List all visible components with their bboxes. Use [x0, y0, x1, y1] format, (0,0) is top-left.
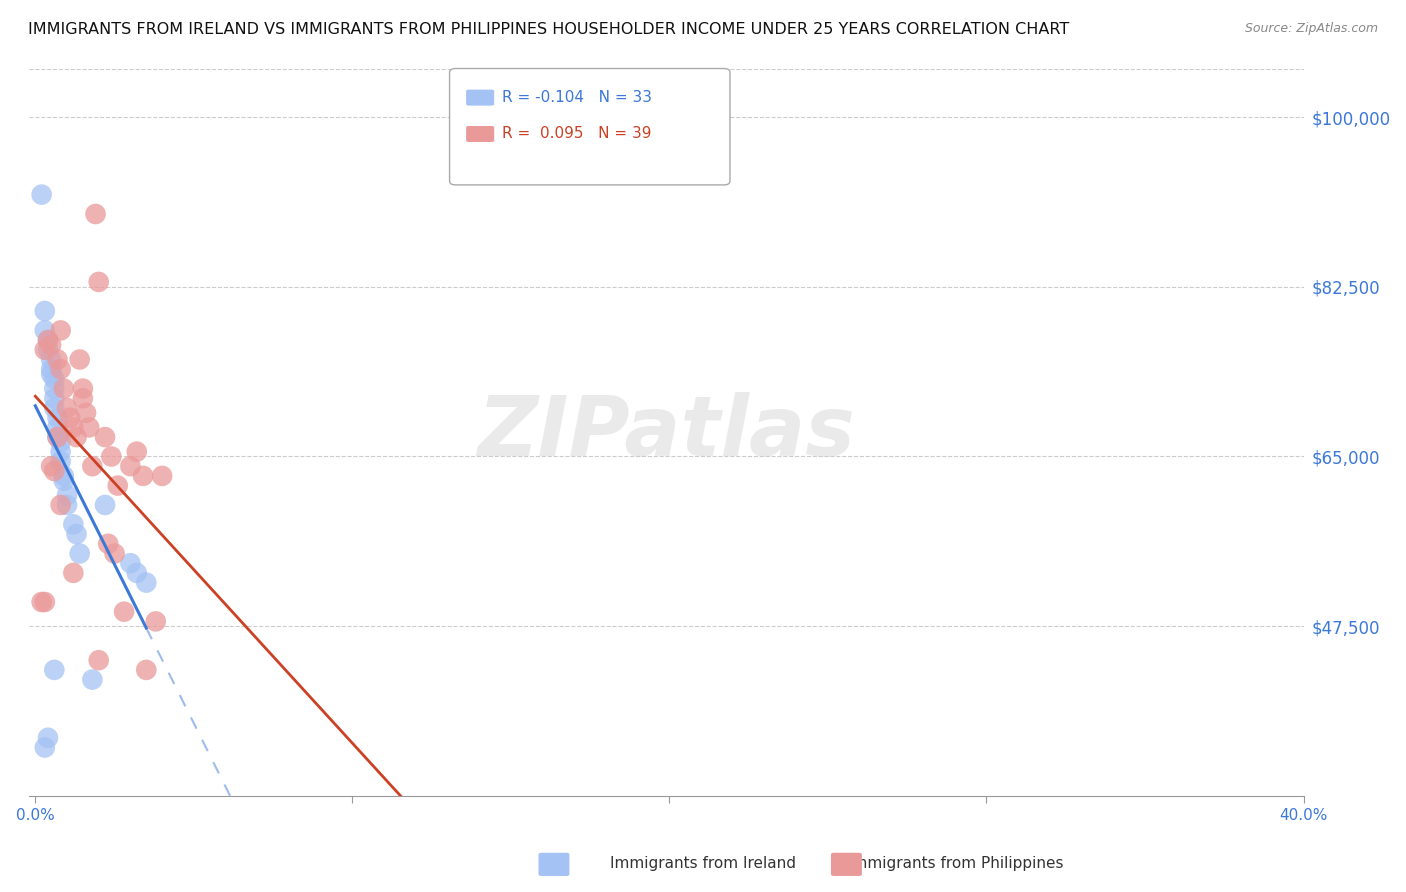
Point — [56, 401, 79, 415]
Point — [94, 430, 117, 444]
Point — [72, 382, 94, 396]
Point — [65, 430, 87, 444]
Point — [77, 420, 100, 434]
Point — [56, 488, 79, 502]
Point — [34, 595, 56, 609]
Point — [34, 304, 56, 318]
Point — [34, 740, 56, 755]
Point — [56, 498, 79, 512]
Point — [82, 673, 104, 687]
Point — [97, 537, 120, 551]
FancyBboxPatch shape — [450, 69, 730, 185]
Point — [49, 323, 72, 337]
Point — [39, 367, 62, 381]
Point — [103, 547, 125, 561]
Point — [65, 527, 87, 541]
Point — [100, 450, 122, 464]
Point — [46, 430, 69, 444]
Point — [39, 459, 62, 474]
Point — [49, 498, 72, 512]
Point — [46, 430, 69, 444]
Text: IMMIGRANTS FROM IRELAND VS IMMIGRANTS FROM PHILIPPINES HOUSEHOLDER INCOME UNDER : IMMIGRANTS FROM IRELAND VS IMMIGRANTS FR… — [28, 22, 1070, 37]
Point — [49, 362, 72, 376]
Point — [72, 392, 94, 406]
Point — [34, 343, 56, 357]
Text: ZIPatlas: ZIPatlas — [477, 392, 855, 473]
Point — [44, 464, 66, 478]
Point — [62, 420, 84, 434]
Point — [52, 474, 75, 488]
Text: Immigrants from Ireland: Immigrants from Ireland — [610, 856, 796, 871]
Point — [46, 410, 69, 425]
Point — [94, 498, 117, 512]
Point — [31, 187, 53, 202]
Point — [44, 382, 66, 396]
Point — [135, 663, 157, 677]
FancyBboxPatch shape — [467, 89, 494, 105]
Point — [52, 382, 75, 396]
Point — [59, 410, 82, 425]
Point — [39, 338, 62, 352]
Point — [31, 595, 53, 609]
Point — [46, 420, 69, 434]
Point — [44, 401, 66, 415]
Point — [44, 372, 66, 386]
Point — [120, 459, 142, 474]
Point — [62, 566, 84, 580]
Point — [82, 459, 104, 474]
Text: R = -0.104   N = 33: R = -0.104 N = 33 — [502, 90, 652, 105]
Point — [107, 478, 129, 492]
Point — [52, 469, 75, 483]
Point — [69, 547, 91, 561]
Point — [62, 517, 84, 532]
FancyBboxPatch shape — [467, 126, 494, 142]
Point — [46, 352, 69, 367]
Point — [49, 454, 72, 468]
Point — [120, 556, 142, 570]
Point — [87, 653, 110, 667]
Point — [44, 663, 66, 677]
Point — [44, 392, 66, 406]
Text: Immigrants from Philippines: Immigrants from Philippines — [848, 856, 1064, 871]
Point — [37, 333, 59, 347]
Point — [125, 566, 148, 580]
Point — [34, 323, 56, 337]
Point — [75, 406, 97, 420]
Point — [37, 731, 59, 745]
Text: Source: ZipAtlas.com: Source: ZipAtlas.com — [1244, 22, 1378, 36]
Point — [132, 469, 155, 483]
Point — [69, 352, 91, 367]
Point — [49, 444, 72, 458]
Point — [112, 605, 135, 619]
Point — [135, 575, 157, 590]
Point — [150, 469, 173, 483]
Point — [37, 343, 59, 357]
Point — [49, 434, 72, 449]
Point — [37, 333, 59, 347]
Point — [39, 352, 62, 367]
Point — [84, 207, 107, 221]
Point — [39, 362, 62, 376]
Point — [145, 615, 167, 629]
Point — [125, 444, 148, 458]
Point — [87, 275, 110, 289]
Text: R =  0.095   N = 39: R = 0.095 N = 39 — [502, 127, 651, 142]
